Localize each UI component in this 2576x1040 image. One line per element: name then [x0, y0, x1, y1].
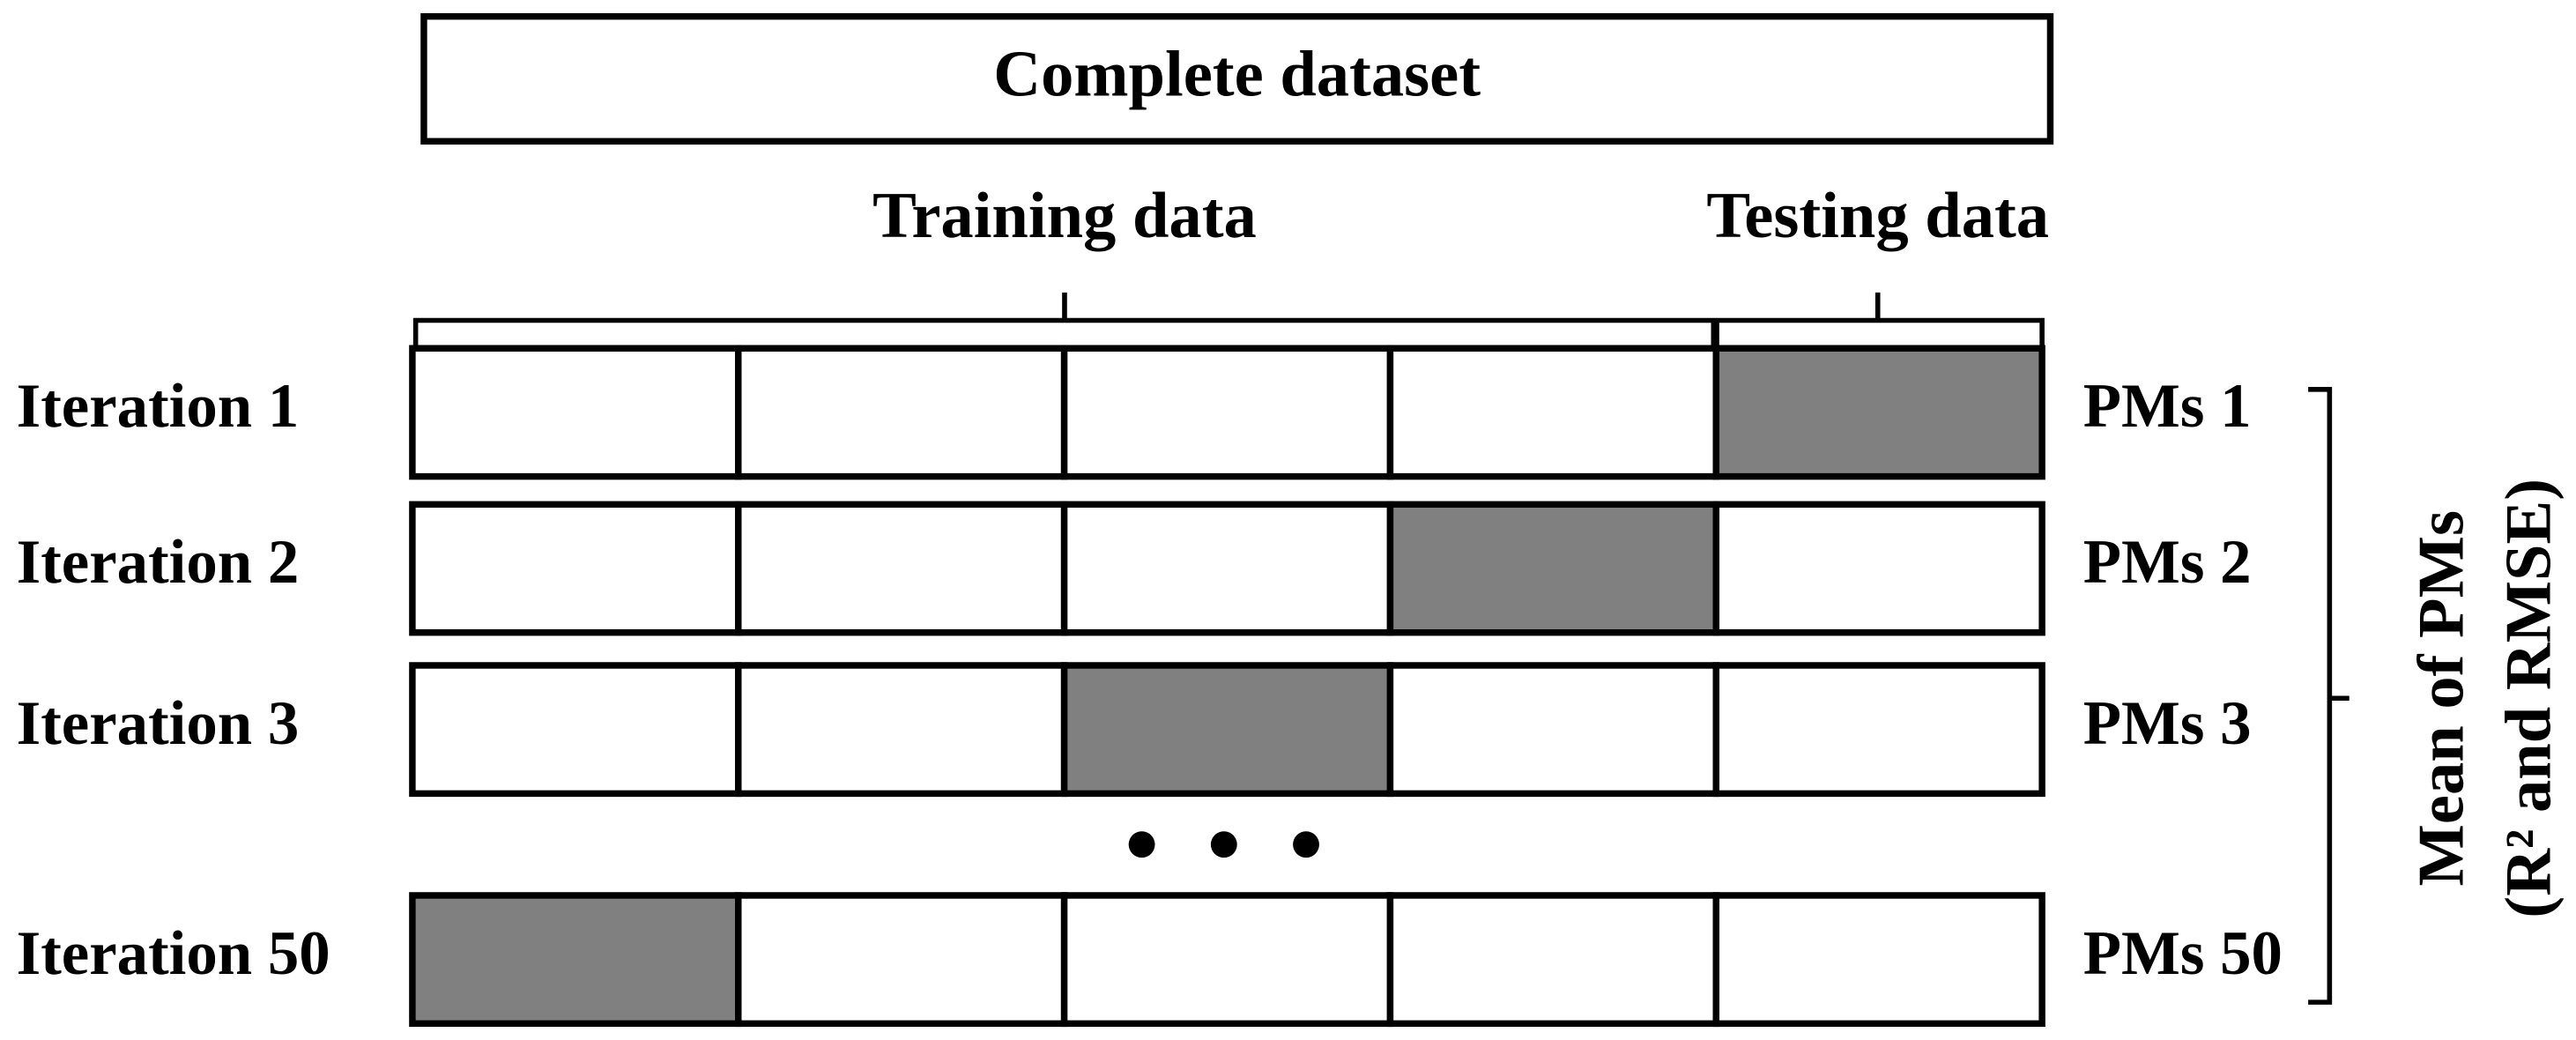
fold-cell [1060, 501, 1394, 636]
fold-cell [1060, 662, 1394, 798]
ellipsis-dot [1293, 831, 1319, 858]
fold-cell [735, 662, 1068, 798]
fold-cell [1060, 345, 1394, 480]
summary-line2: (R² and RMSE) [2492, 479, 2565, 918]
fold-cell [1386, 662, 1720, 798]
fold-cell [1386, 345, 1720, 480]
summary-line1: Mean of PMs [2406, 510, 2478, 886]
fold-cell [409, 892, 742, 1028]
fold-cell [1712, 662, 2045, 798]
pm-label: PMs 3 [2083, 689, 2252, 758]
iteration-label: Iteration 1 [17, 372, 300, 441]
fold-cell [1386, 501, 1720, 636]
fold-cell [735, 345, 1068, 480]
summary-brace [2308, 387, 2350, 1005]
pm-label: PMs 2 [2083, 528, 2252, 597]
fold-cell [409, 662, 742, 798]
fold-cell [1060, 892, 1394, 1028]
pm-label: PMs 1 [2083, 372, 2252, 441]
fold-cell [735, 892, 1068, 1028]
iteration-label: Iteration 3 [17, 689, 300, 758]
iteration-label: Iteration 50 [17, 919, 330, 988]
testing-label: Testing data [1706, 180, 2049, 252]
ellipsis-dot [1128, 831, 1155, 858]
split-brace [412, 292, 2045, 345]
fold-cell [1712, 892, 2045, 1028]
fold-cell [409, 501, 742, 636]
fold-cell [735, 501, 1068, 636]
dataset-title: Complete dataset [993, 38, 1481, 110]
ellipsis-dot [1210, 831, 1237, 858]
pm-label: PMs 50 [2083, 919, 2283, 988]
dataset-box [420, 12, 2054, 145]
iteration-label: Iteration 2 [17, 528, 300, 597]
fold-cell [409, 345, 742, 480]
fold-cell [1386, 892, 1720, 1028]
fold-cell [1712, 345, 2045, 480]
training-label: Training data [872, 180, 1257, 252]
fold-cell [1712, 501, 2045, 636]
